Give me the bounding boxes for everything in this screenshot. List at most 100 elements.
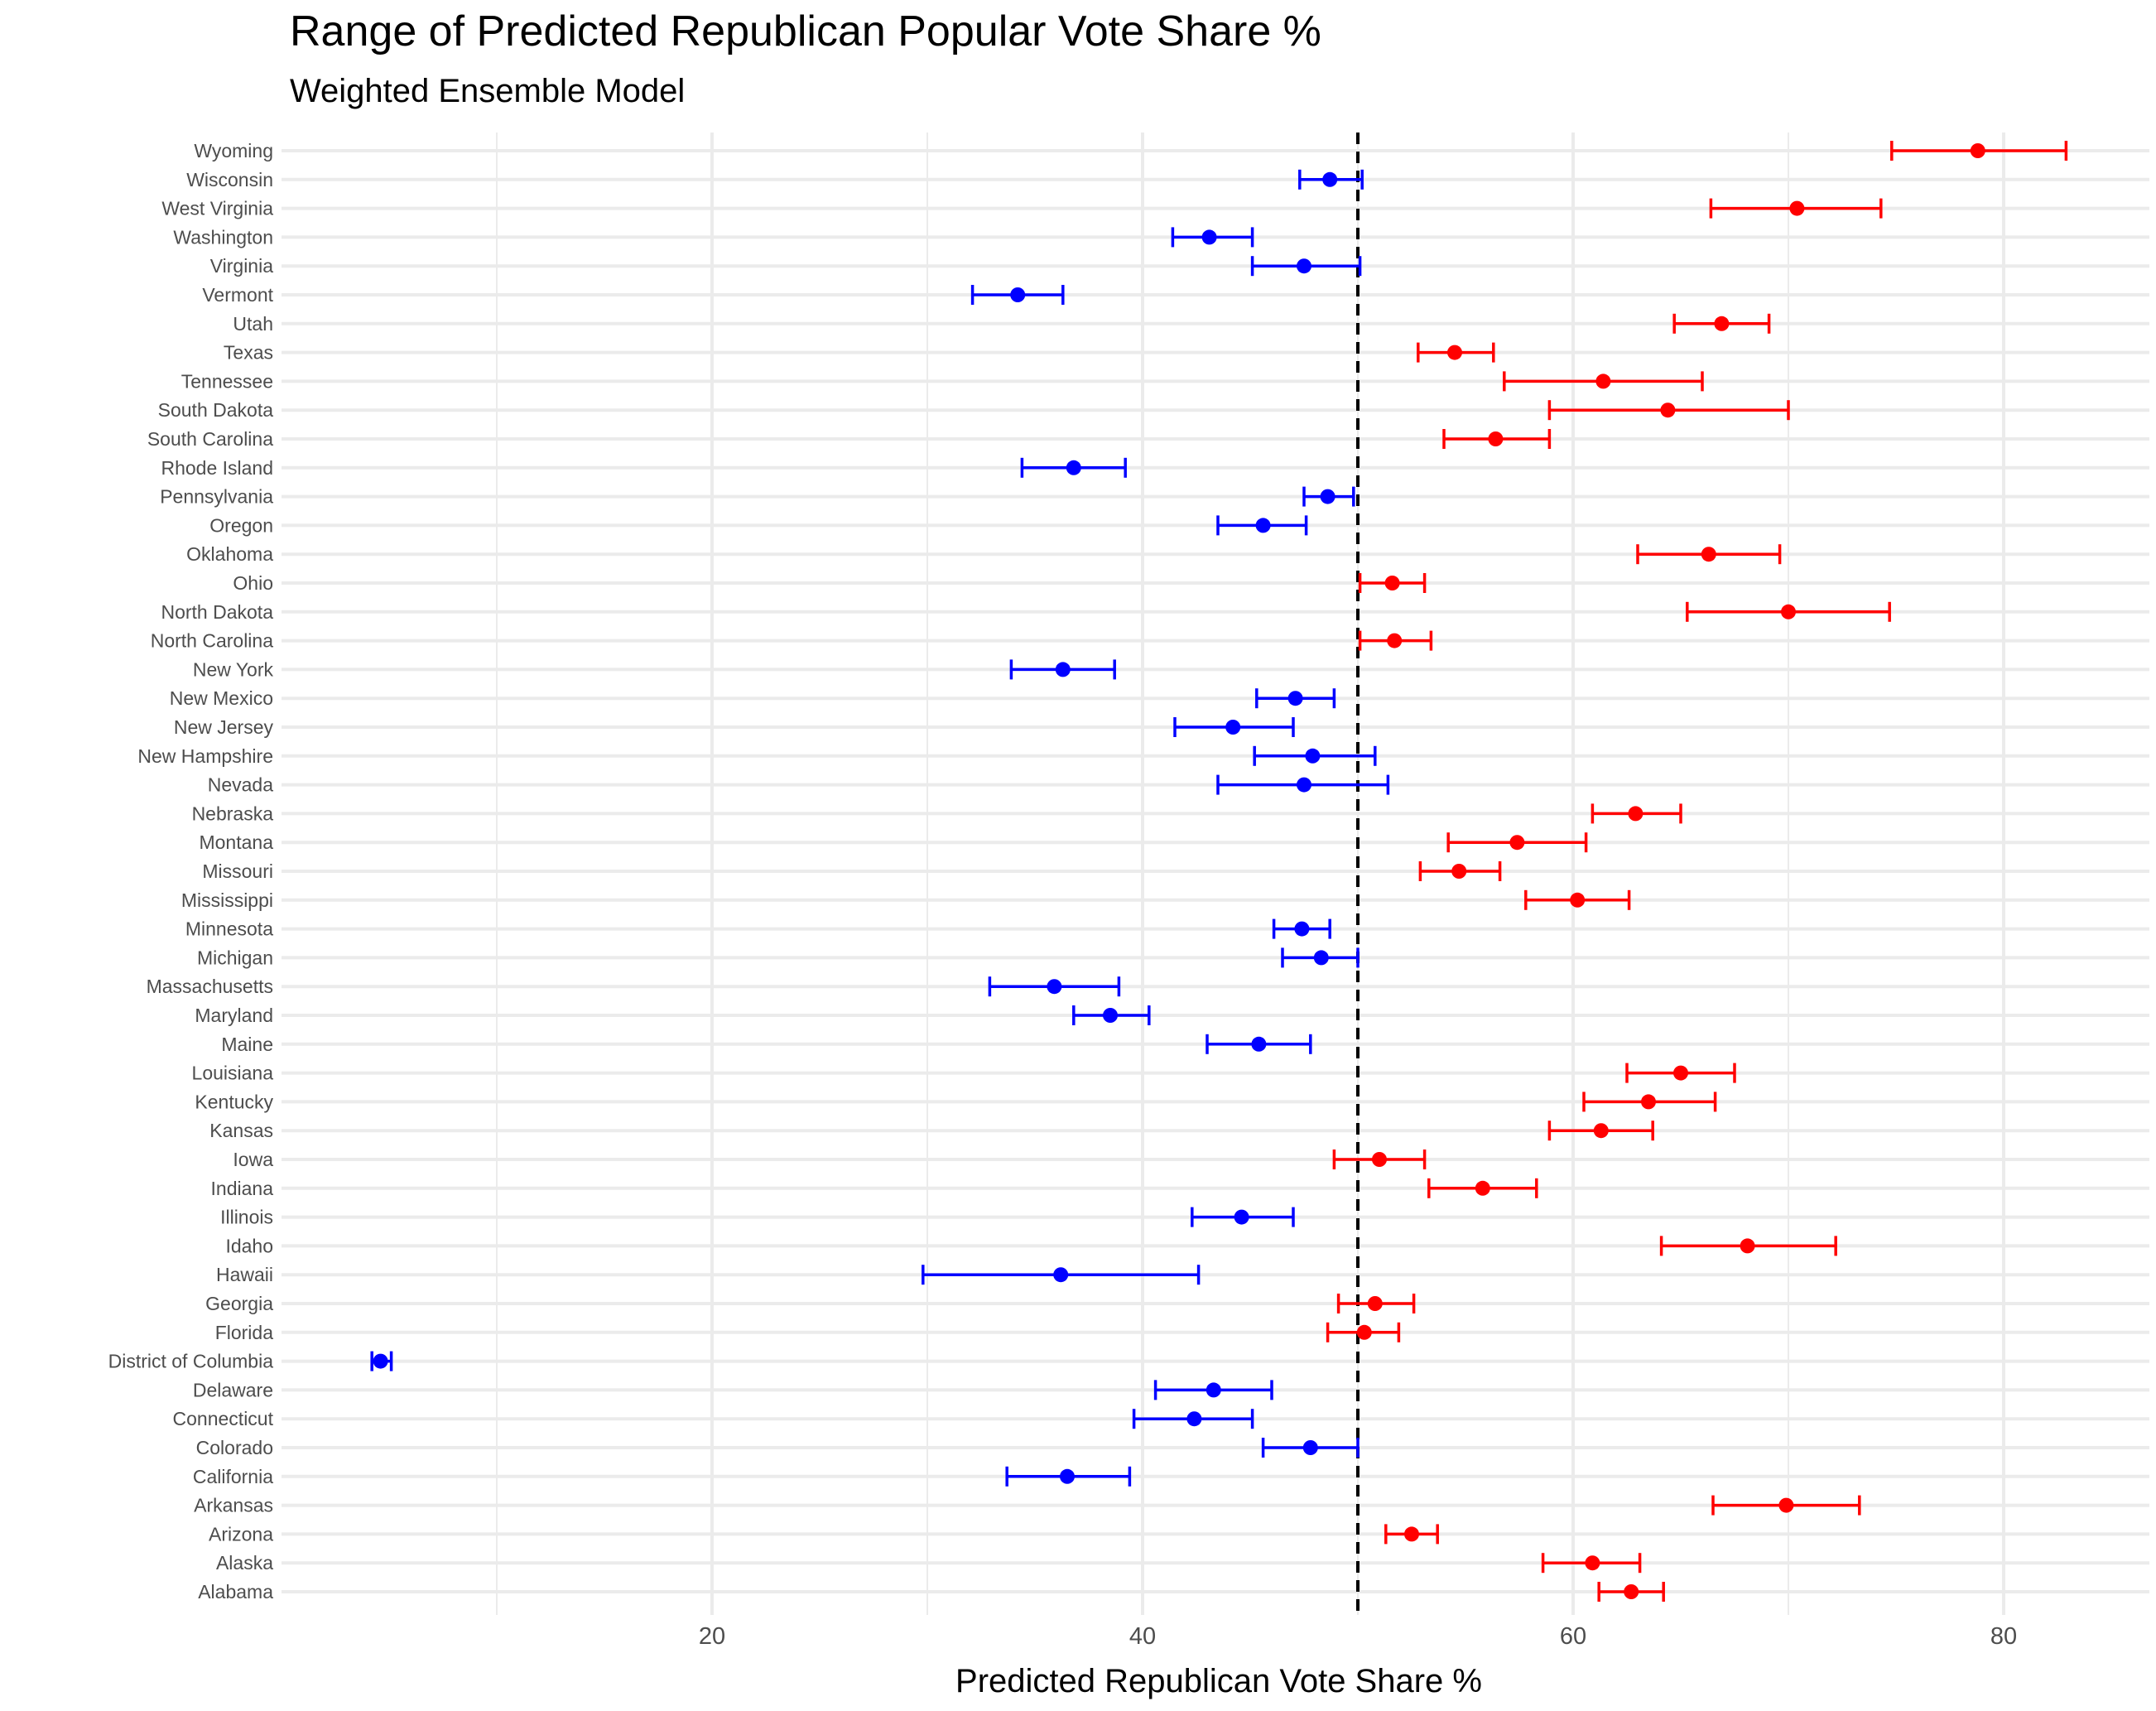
- point-estimate: [1066, 460, 1081, 475]
- point-estimate: [1297, 258, 1311, 274]
- point-estimate: [1451, 864, 1467, 879]
- point-estimate: [1740, 1238, 1755, 1254]
- y-tick-label: Maryland: [195, 1005, 273, 1026]
- y-tick-label: Oklahoma: [186, 543, 273, 565]
- point-estimate: [1225, 720, 1241, 735]
- point-estimate: [1673, 1065, 1688, 1081]
- y-tick-label: Indiana: [211, 1178, 274, 1199]
- y-tick-label: Louisiana: [192, 1063, 274, 1084]
- point-estimate: [1206, 1382, 1221, 1398]
- point-estimate: [1060, 1468, 1075, 1484]
- point-estimate: [1302, 1440, 1318, 1455]
- x-tick-labels: 20 40 60 80: [699, 1623, 2017, 1650]
- y-tick-label: Utah: [233, 313, 273, 335]
- y-tick-label: Florida: [215, 1322, 274, 1343]
- y-tick-label: Connecticut: [173, 1408, 274, 1429]
- y-tick-label: South Dakota: [158, 399, 274, 421]
- y-tick-label: West Virginia: [161, 198, 273, 219]
- y-tick-label: Arkansas: [194, 1495, 273, 1516]
- y-tick-label: North Carolina: [151, 630, 273, 652]
- point-estimate: [1186, 1411, 1202, 1427]
- y-tick-label: Arizona: [209, 1523, 273, 1545]
- point-estimate: [1103, 1008, 1118, 1023]
- point-estimate: [1488, 431, 1504, 446]
- y-tick-label: New Hampshire: [137, 745, 273, 767]
- point-estimate: [1404, 1526, 1419, 1542]
- y-tick-label: Alaska: [216, 1552, 273, 1574]
- y-tick-label: New Mexico: [170, 687, 273, 709]
- y-tick-label: Nebraska: [192, 802, 274, 824]
- x-tick-label: 60: [1560, 1623, 1586, 1650]
- point-estimate: [1509, 835, 1525, 851]
- y-tick-label: Kansas: [209, 1120, 273, 1141]
- y-tick-label: Delaware: [193, 1379, 273, 1400]
- point-estimate: [1789, 200, 1805, 216]
- y-tick-label: Rhode Island: [161, 457, 273, 479]
- point-estimate: [1313, 950, 1329, 966]
- point-estimate: [1297, 777, 1311, 793]
- point-estimate: [1595, 374, 1611, 389]
- y-tick-label: Georgia: [205, 1293, 273, 1314]
- point-estimate: [1356, 1324, 1372, 1340]
- y-tick-label: Massachusetts: [147, 976, 273, 997]
- point-estimate: [1294, 921, 1310, 937]
- y-tick-label: Montana: [199, 831, 273, 853]
- y-tick-label: California: [193, 1466, 273, 1487]
- y-tick-label: Maine: [221, 1034, 273, 1055]
- y-tick-label: Vermont: [202, 284, 273, 306]
- y-tick-label: New Jersey: [174, 716, 274, 738]
- point-estimate: [1641, 1094, 1656, 1110]
- point-estimate: [1585, 1555, 1600, 1571]
- y-tick-label: District of Columbia: [108, 1351, 274, 1372]
- point-estimate: [1778, 1497, 1794, 1513]
- x-tick-label: 80: [1990, 1623, 2017, 1650]
- point-estimate: [1387, 633, 1403, 648]
- x-axis-title: Predicted Republican Vote Share %: [955, 1663, 1482, 1699]
- point-estimate: [1970, 143, 1985, 158]
- data-marks: [370, 141, 2068, 1602]
- gridlines: [282, 133, 2149, 1615]
- y-tick-label: Mississippi: [181, 889, 273, 911]
- point-estimate: [1384, 576, 1400, 590]
- chart-title: Range of Predicted Republican Popular Vo…: [290, 7, 1321, 55]
- y-tick-label: Nevada: [208, 774, 273, 796]
- y-tick-label: Wisconsin: [186, 169, 273, 190]
- point-estimate: [1624, 1584, 1639, 1599]
- y-tick-label: Missouri: [202, 860, 273, 882]
- point-estimate: [1201, 229, 1217, 245]
- point-estimate: [1255, 518, 1271, 533]
- point-estimate: [1660, 402, 1676, 418]
- y-tick-label: Iowa: [233, 1149, 273, 1170]
- point-estimate: [1322, 171, 1338, 187]
- point-estimate: [1570, 892, 1586, 908]
- point-estimate: [1305, 748, 1321, 764]
- point-estimate: [1714, 316, 1730, 331]
- point-estimate: [1447, 345, 1462, 360]
- x-tick-label: 20: [699, 1623, 725, 1650]
- y-tick-label: Idaho: [225, 1235, 273, 1256]
- y-tick-label: Kentucky: [195, 1091, 273, 1112]
- y-tick-label: Hawaii: [216, 1264, 273, 1285]
- point-estimate: [1010, 287, 1026, 302]
- point-estimate: [1593, 1123, 1609, 1139]
- y-tick-label: South Carolina: [147, 428, 273, 450]
- y-tick-label: Virginia: [210, 255, 273, 277]
- y-tick-label: New York: [193, 658, 274, 680]
- point-estimate: [1251, 1036, 1267, 1052]
- chart-subtitle: Weighted Ensemble Model: [290, 73, 686, 109]
- point-estimate: [1055, 662, 1071, 677]
- y-tick-label: Texas: [224, 342, 273, 364]
- y-tick-label: Washington: [173, 226, 273, 248]
- y-tick-label: North Dakota: [161, 601, 273, 623]
- y-tick-label: Oregon: [209, 514, 273, 536]
- point-estimate: [1287, 691, 1303, 706]
- y-tick-label: Michigan: [197, 947, 273, 968]
- point-estimate: [373, 1353, 388, 1369]
- y-tick-label: Alabama: [198, 1581, 273, 1603]
- y-tick-label: Pennsylvania: [160, 486, 273, 508]
- point-estimate: [1367, 1296, 1383, 1311]
- point-estimate: [1053, 1267, 1069, 1283]
- y-tick-labels: Wyoming Wisconsin West Virginia Washington V…: [108, 140, 274, 1603]
- point-estimate: [1475, 1180, 1490, 1196]
